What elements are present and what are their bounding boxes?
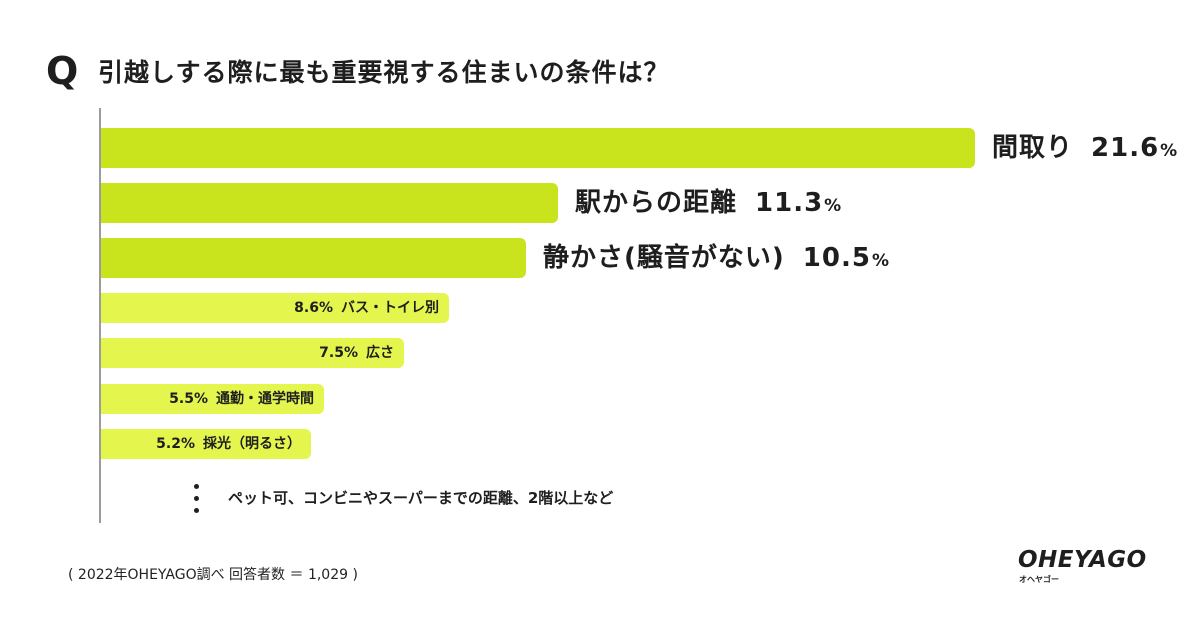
oheyago-logo: OHEYAGO オヘヤゴー xyxy=(1018,545,1153,590)
logo-wordmark: OHEYAGO xyxy=(1018,547,1147,573)
bar-value: 10.5 xyxy=(802,243,871,273)
bar-label-station-distance: 駅からの距離 11.3% xyxy=(575,183,842,226)
bar-label-quietness: 静かさ(騒音がない) 10.5% xyxy=(543,238,890,281)
bar-unit: % xyxy=(1160,141,1179,161)
bar-name: 通勤・通学時間 xyxy=(216,391,314,407)
bar-commute-time xyxy=(101,384,324,414)
survey-footnote: ( 2022年OHEYAGO調べ 回答者数 ＝ 1,029 ) xyxy=(68,567,358,583)
bar-name: 広さ xyxy=(366,345,394,361)
bar-value: 7.5% xyxy=(319,345,358,361)
bar-name: 採光（明るさ） xyxy=(203,436,301,452)
question-title: 引越しする際に最も重要視する住まいの条件は？ xyxy=(98,58,670,87)
bar-unit: % xyxy=(824,196,843,216)
bar-value: 21.6 xyxy=(1091,133,1160,163)
bar-quietness xyxy=(101,238,526,278)
question-mark: Q xyxy=(46,49,79,93)
bar-label-size: 7.5% 広さ xyxy=(101,338,394,368)
bar-label-commute-time: 5.5% 通勤・通学時間 xyxy=(101,384,314,414)
bar-name: 駅からの距離 xyxy=(575,188,738,218)
bar-name: バス・トイレ別 xyxy=(341,300,439,316)
bar-value: 5.5% xyxy=(169,391,208,407)
bar-daylight xyxy=(101,429,311,459)
vertical-ellipsis-icon xyxy=(194,484,200,514)
bar-size xyxy=(101,338,404,368)
bar-label-daylight: 5.2% 採光（明るさ） xyxy=(101,429,301,459)
bar-unit: % xyxy=(871,251,890,271)
bar-station-distance xyxy=(101,183,558,223)
bar-label-separate-bath-toilet: 8.6% バス・トイレ別 xyxy=(101,293,439,323)
bar-value: 8.6% xyxy=(294,300,333,316)
bar-value: 11.3 xyxy=(755,188,824,218)
chart-axis xyxy=(99,108,101,523)
bar-label-madori: 間取り 21.6% xyxy=(992,128,1178,171)
bar-value: 5.2% xyxy=(156,436,195,452)
others-text: ペット可、コンビニやスーパーまでの距離、2階以上など xyxy=(228,489,614,507)
logo-katakana: オヘヤゴー xyxy=(1019,575,1059,584)
bar-madori xyxy=(101,128,975,168)
bar-name: 静かさ(騒音がない) xyxy=(543,243,785,273)
bar-separate-bath-toilet xyxy=(101,293,449,323)
bar-name: 間取り xyxy=(992,133,1074,163)
